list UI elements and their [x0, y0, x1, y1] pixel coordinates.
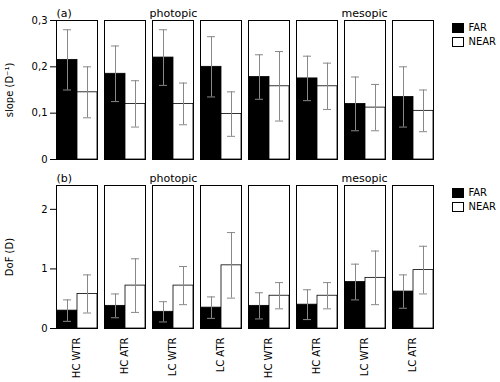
svg-text:0: 0 — [41, 323, 47, 334]
svg-text:LC WTR: LC WTR — [359, 337, 370, 376]
svg-text:HC ATR: HC ATR — [119, 337, 130, 374]
svg-text:HC WTR: HC WTR — [263, 337, 274, 378]
svg-text:mesopic: mesopic — [342, 172, 388, 185]
svg-text:photopic: photopic — [150, 7, 198, 20]
svg-text:LC ATR: LC ATR — [215, 337, 226, 372]
svg-text:0,2: 0,2 — [32, 61, 48, 72]
svg-text:HC ATR: HC ATR — [311, 337, 322, 374]
svg-text:0: 0 — [41, 154, 47, 165]
svg-text:0,1: 0,1 — [32, 107, 48, 118]
svg-text:LC ATR: LC ATR — [407, 337, 418, 372]
html-text:FAR: FAR — [468, 187, 487, 198]
svg-text:mesopic: mesopic — [342, 7, 388, 20]
svg-text:photopic: photopic — [150, 172, 198, 185]
html-text:NEAR: NEAR — [468, 36, 496, 47]
svg-text:2: 2 — [41, 204, 47, 215]
svg-text:HC WTR: HC WTR — [71, 337, 82, 378]
svg-text:1: 1 — [41, 263, 47, 274]
svg-text:LC WTR: LC WTR — [167, 337, 178, 376]
svg-text:(a): (a) — [57, 7, 72, 20]
svg-text:DoF (D): DoF (D) — [4, 238, 15, 276]
html-text:NEAR: NEAR — [468, 201, 496, 212]
svg-text:(b): (b) — [57, 172, 73, 185]
svg-text:slope (D⁻¹): slope (D⁻¹) — [4, 63, 15, 118]
html-text:FAR: FAR — [468, 22, 487, 33]
svg-text:0,3: 0,3 — [32, 15, 48, 26]
